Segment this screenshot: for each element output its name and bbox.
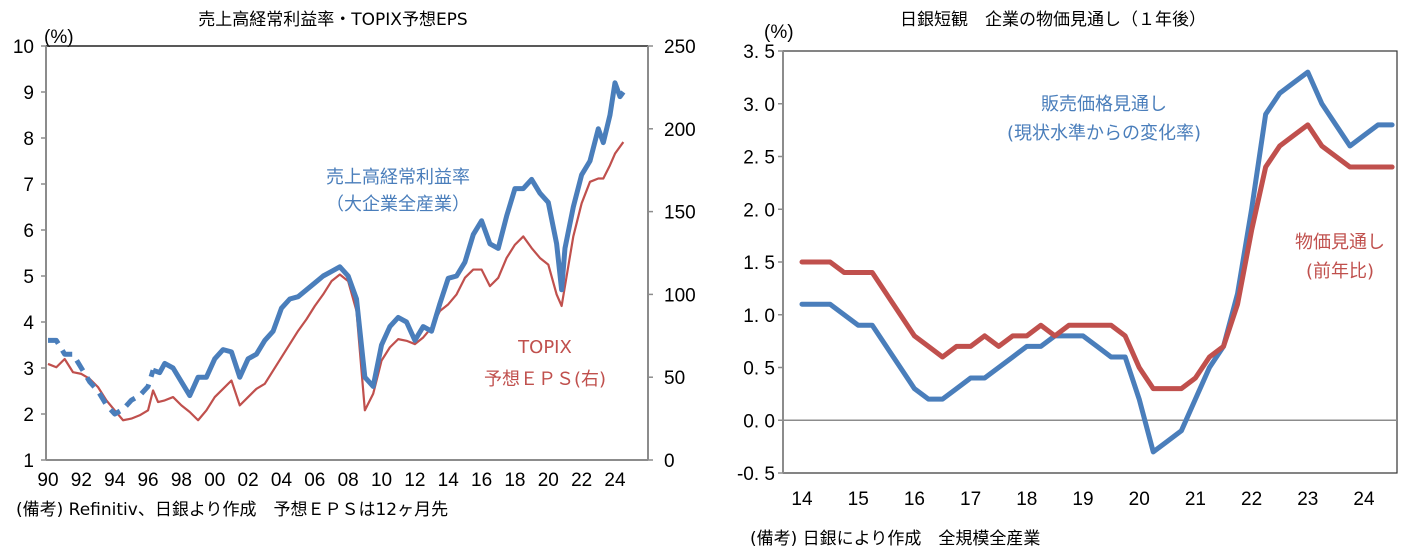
left-x-tick-label: 22 [571,470,592,491]
left-x-tick-label: 96 [137,470,158,491]
left-x-tick-label: 16 [471,470,492,491]
left-x-tick-label: 14 [438,470,460,491]
left-y-tick-label: 2 [23,405,34,426]
right-y-tick-label: 100 [664,285,696,306]
left-y-tick-label: 5 [23,267,34,288]
left-chart-note: (備考) Refinitiv、日銀より作成 予想ＥＰＳは12ヶ月先 [16,500,448,520]
left-series-blue-label-2: （大企業全産業） [326,194,470,215]
right-y-tick-label: 200 [664,120,696,141]
right-chart-y-tick-label: 0. 0 [743,411,775,432]
right-chart-y-tick-label: 1. 5 [743,253,775,274]
right-axes: -0. 5 0. 0 0. 5 1. 0 1. 5 2. 0 2. 5 3. 0 3. 5 14 1… [737,42,1398,510]
right-y-tick-label: 50 [664,368,685,389]
right-chart-x-tick-label: 20 [1129,489,1150,510]
left-x-tick-label: 20 [538,470,559,491]
left-y-tick-label: 10 [13,37,34,58]
right-chart-y-tick-label: 2. 0 [743,200,775,221]
right-chart-y-tick-label: -0. 5 [737,464,775,485]
left-y-tick-label: 4 [23,313,34,334]
left-x-tick-label: 94 [104,470,126,491]
right-chart-x-tick-label: 15 [848,489,869,510]
left-x-tick-label: 06 [304,470,325,491]
left-x-tick-label: 00 [204,470,225,491]
right-chart-title: 日銀短観 企業の物価見通し（１年後） [900,10,1206,30]
left-y-tick-label: 9 [23,83,34,104]
left-series-red-label-1: TOPIX [517,337,572,358]
left-y-tick-label: 3 [23,359,34,380]
right-chart: 日銀短観 企業の物価見通し（１年後） (%) -0. 5 0. 0 0. 5 1. 0… [737,10,1398,549]
right-chart-y-tick-label: 2. 5 [743,148,775,169]
left-y-tick-label: 7 [23,175,34,196]
left-x-tick-label: 10 [371,470,392,491]
right-series-blue-label-1: 販売価格見通し [1041,94,1167,115]
right-chart-x-tick-label: 18 [1016,489,1037,510]
right-chart-y-tick-label: 3. 0 [743,95,775,116]
right-series [799,69,1395,455]
right-chart-x-tick-label: 14 [791,489,813,510]
right-chart-x-tick-label: 22 [1241,489,1262,510]
right-chart-note: (備考) 日銀により作成 全規模全産業 [750,529,1040,549]
right-chart-x-tick-label: 19 [1072,489,1093,510]
right-chart-x-tick-label: 23 [1297,489,1318,510]
right-series-red-label-2: (前年比) [1306,261,1374,282]
left-x-tick-label: 12 [404,470,425,491]
right-chart-y-tick-label: 3. 5 [743,42,775,63]
right-chart-x-tick-label: 17 [960,489,981,510]
left-chart: 売上高経常利益率・TOPIX予想EPS (%) 1234567891005010… [13,10,696,520]
right-series-red-label-1: 物価見通し [1295,232,1385,253]
left-x-tick-label: 24 [604,470,626,491]
left-y-tick-label: 8 [23,129,34,150]
right-series-blue-label-2: (現状水準からの変化率) [1007,123,1201,144]
right-chart-x-tick-label: 24 [1353,489,1375,510]
left-x-tick-label: 98 [171,470,192,491]
left-chart-title: 売上高経常利益率・TOPIX予想EPS [198,10,467,30]
left-x-tick-label: 04 [271,470,293,491]
left-x-tick-label: 92 [71,470,92,491]
left-series [47,80,626,422]
right-y-tick-label: 0 [664,451,675,472]
right-chart-y-tick-label: 0. 5 [743,359,775,380]
right-y-tick-label: 250 [664,37,696,58]
right-y-tick-label: 150 [664,203,696,224]
right-chart-x-tick-label: 16 [904,489,925,510]
right-chart-y-tick-label: 1. 0 [743,306,775,327]
left-series-blue-label-1: 売上高経常利益率 [326,167,470,188]
left-series-red-label-2: 予想ＥＰＳ(右) [484,369,606,390]
right-chart-x-tick-label: 21 [1185,489,1206,510]
left-y-unit-label: (%) [44,27,74,48]
left-series-line-ratio-dashed [48,337,156,417]
left-x-tick-label: 90 [37,470,58,491]
left-y-tick-label: 6 [23,221,34,242]
left-y-tick-label: 1 [23,451,34,472]
left-x-tick-label: 08 [338,470,359,491]
left-x-tick-label: 02 [238,470,259,491]
left-x-tick-label: 18 [504,470,525,491]
right-y-unit-label: (%) [764,22,794,43]
